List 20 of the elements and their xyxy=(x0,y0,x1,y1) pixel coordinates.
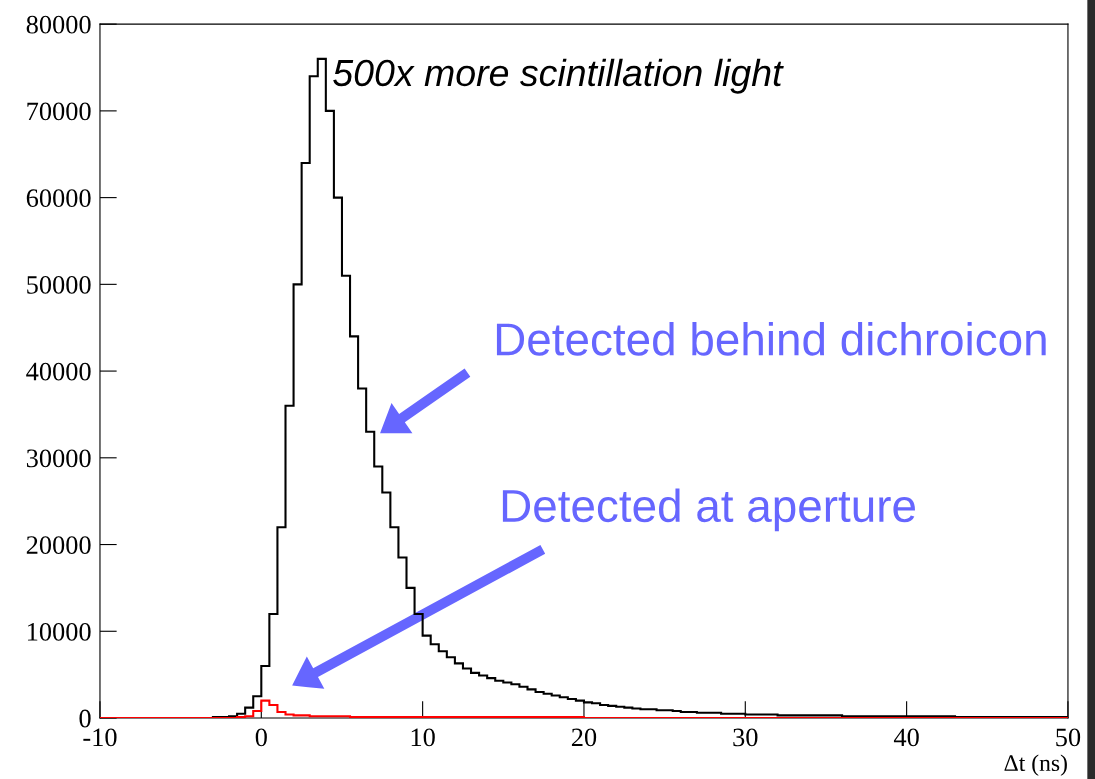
y-tick-label: 10000 xyxy=(27,622,91,641)
x-tick-label: 0 xyxy=(255,728,267,747)
y-tick-label: 30000 xyxy=(26,449,91,468)
y-tick-label: 70000 xyxy=(27,102,91,121)
y-tick-label: 50000 xyxy=(27,275,91,294)
x-tick-label: 40 xyxy=(893,728,919,747)
x-tick-label: 50 xyxy=(1056,728,1081,747)
annotation: Detected at aperture xyxy=(502,488,915,532)
x-tick-label: -10 xyxy=(83,728,117,747)
y-tick-label: 20000 xyxy=(26,536,91,554)
annotation: Detected behind dichroicon xyxy=(496,321,1046,356)
y-tick-label: 0 xyxy=(79,709,91,728)
y-tick-label: 80000 xyxy=(26,15,91,34)
y-tick-label: 40000 xyxy=(26,362,91,381)
y-tick-label: 60000 xyxy=(26,189,91,208)
x-tick-label: 10 xyxy=(411,728,435,747)
x-tick-label: 20 xyxy=(571,728,597,747)
annotation: 500x more scintillation light xyxy=(333,58,784,94)
x-tick-label: 30 xyxy=(733,728,758,747)
x-axis-title: Δt (ns) xyxy=(1004,754,1067,776)
